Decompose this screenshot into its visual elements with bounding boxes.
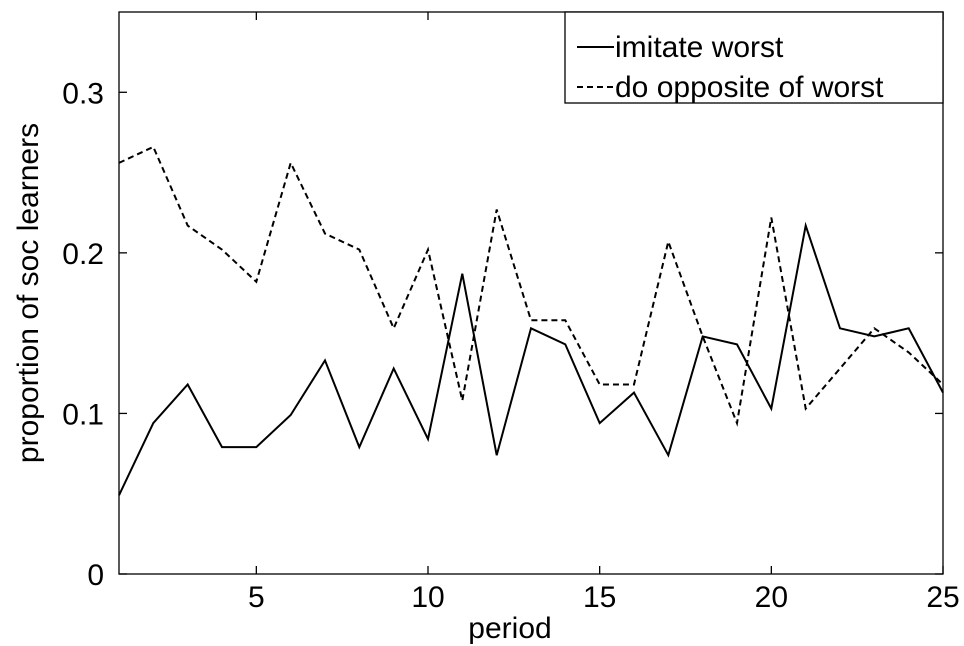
y-tick-label: 0.1 [62,398,104,431]
legend: imitate worst do opposite of worst [564,11,944,104]
x-tick-label: 10 [411,581,444,614]
x-tick-label: 25 [926,581,959,614]
plot-frame [118,11,944,575]
legend-box [564,11,944,104]
legend-label-do-opposite-of-worst: do opposite of worst [615,71,884,104]
x-tick-label: 20 [755,581,788,614]
series-line-do-opposite-of-worst [118,145,944,427]
y-axis-title: proportion of soc learners [12,123,45,463]
legend-label-imitate-worst: imitate worst [615,31,784,64]
x-tick-label: 5 [248,581,265,614]
y-tick-label: 0.3 [62,77,104,110]
y-tick-label: 0.2 [62,238,104,271]
x-tick-label: 15 [583,581,616,614]
series-line-imitate-worst [118,221,944,496]
y-tick-label: 0 [87,559,104,592]
x-axis-title: period [468,612,551,645]
